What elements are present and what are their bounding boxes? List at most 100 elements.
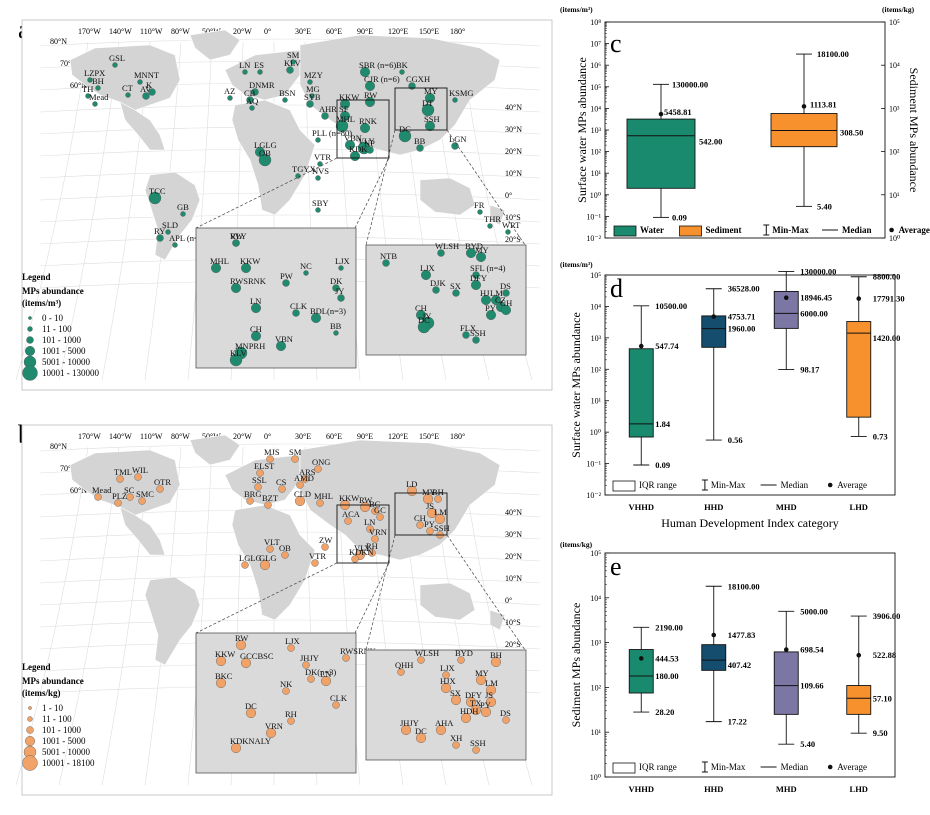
site-marker xyxy=(317,161,323,167)
inset-site-marker xyxy=(437,249,445,257)
site-marker xyxy=(172,242,178,248)
site-marker xyxy=(371,535,379,543)
inset-site-label: MHL xyxy=(210,256,229,266)
site-label: MNNT xyxy=(134,70,160,80)
site-marker xyxy=(335,119,349,133)
legend-label: IQR range xyxy=(639,480,677,490)
site-label: GSL xyxy=(109,53,125,63)
site-marker xyxy=(376,513,384,521)
inset-site-label: RWSRNK xyxy=(230,276,267,286)
site-marker xyxy=(264,501,272,509)
site-label: KKW xyxy=(339,92,359,102)
inset-site-label: JS xyxy=(485,690,493,700)
data-label-median: 407.42 xyxy=(728,660,751,670)
site-label: VBN xyxy=(344,133,362,143)
inset-site-label: NTB xyxy=(380,251,397,261)
lat-tick-label: 10°S xyxy=(505,213,521,222)
site-label: LGLG xyxy=(239,553,262,563)
box-iqr-e-3 xyxy=(846,685,872,715)
box-mean-point xyxy=(783,295,789,301)
inset-site-marker xyxy=(342,654,350,662)
panel-label-d: d xyxy=(610,274,623,303)
legend-class-label: 10001 - 130000 xyxy=(42,368,99,378)
data-label-mean: 4753.71 xyxy=(728,312,756,322)
site-label: VLY xyxy=(358,136,375,146)
site-label: K xyxy=(146,80,153,90)
y-tick-label: 10⁵ xyxy=(590,549,601,558)
site-marker xyxy=(425,120,436,131)
site-label: LD xyxy=(406,479,417,489)
site-marker xyxy=(340,98,351,109)
site-label: SLD xyxy=(162,220,178,230)
site-label: CS xyxy=(276,477,287,487)
y2-axis-title: Sediment MPs abundance xyxy=(907,68,921,193)
site-label: LZPX xyxy=(84,68,105,78)
inset-site-label: HDH xyxy=(460,706,478,716)
site-label: VTR xyxy=(309,551,326,561)
site-marker xyxy=(321,543,329,551)
legend-label: Water xyxy=(640,225,664,235)
site-marker xyxy=(165,229,171,235)
legend-class-marker xyxy=(28,316,32,320)
inset-site-label: WLSH xyxy=(415,648,439,658)
site-label: VRN xyxy=(369,527,387,537)
data-label-min: 0.56 xyxy=(728,435,743,445)
site-label: BZT xyxy=(262,493,279,503)
site-label: KSMG xyxy=(449,88,474,98)
x-category-label: LHD xyxy=(850,502,868,512)
site-marker xyxy=(290,59,296,65)
y2-tick-label: 10² xyxy=(889,148,900,157)
site-label: GB xyxy=(177,202,189,212)
inset-site-label: DC xyxy=(245,701,257,711)
lon-tick-label: 0° xyxy=(264,27,271,36)
inset-site-marker xyxy=(502,716,510,724)
site-marker xyxy=(314,465,322,473)
inset-site-marker xyxy=(210,263,221,274)
data-label-mean: 1477.83 xyxy=(728,630,756,640)
inset-site-label: BKC xyxy=(215,671,233,681)
site-marker xyxy=(416,521,424,529)
data-label-max: 18100.00 xyxy=(728,581,760,591)
inset-site-label: KKW xyxy=(240,256,260,266)
inset-site-marker xyxy=(235,639,246,650)
site-marker xyxy=(156,485,164,493)
box-mean-point xyxy=(711,314,717,319)
site-label: SF xyxy=(339,104,349,114)
site-marker xyxy=(278,485,286,493)
site-label: MHL xyxy=(336,114,355,124)
site-marker xyxy=(366,146,374,154)
inset-site-marker xyxy=(338,265,344,271)
site-label: WRT xyxy=(502,220,521,230)
inset-site-marker xyxy=(491,656,502,667)
site-marker xyxy=(126,493,134,501)
inset-site-marker xyxy=(442,671,450,679)
legend-label: Min-Max xyxy=(711,480,746,490)
inset-site-label: JY xyxy=(422,311,431,321)
graticule-parallel xyxy=(39,38,541,47)
site-marker xyxy=(114,499,122,507)
legend-title: Legend xyxy=(22,662,51,672)
lat-tick-label: 10°N xyxy=(505,574,522,583)
chart-c-svg: c 10⁻² 10⁻¹ 10⁰ 10¹ 10² 10³ 10⁴ 10⁵ 10⁶ 10⁷ 10⁸ 10⁰… xyxy=(560,5,930,243)
site-marker xyxy=(360,122,371,133)
study-area-box xyxy=(394,492,448,536)
inset-site-marker xyxy=(333,330,339,336)
site-label: VLT xyxy=(264,537,281,547)
site-marker xyxy=(423,493,434,504)
inset-site-marker xyxy=(266,728,277,739)
inset-site-label: LN xyxy=(250,296,261,306)
inset-site-marker xyxy=(337,294,345,302)
legend-label: IQR range xyxy=(639,762,677,772)
site-label: VLY xyxy=(354,543,371,553)
y-tick-label: 10⁵ xyxy=(590,83,601,92)
inset-site-marker xyxy=(230,743,241,754)
site-label: OTR xyxy=(154,477,171,487)
box-iqr-e-2 xyxy=(773,651,799,715)
inset-site-marker xyxy=(303,270,309,276)
legend-label: Median xyxy=(781,480,809,490)
inset-site-label: LN xyxy=(320,669,331,679)
site-marker xyxy=(116,475,124,483)
inset-site-marker xyxy=(332,701,340,709)
site-marker xyxy=(425,92,436,103)
site-marker xyxy=(95,85,101,91)
